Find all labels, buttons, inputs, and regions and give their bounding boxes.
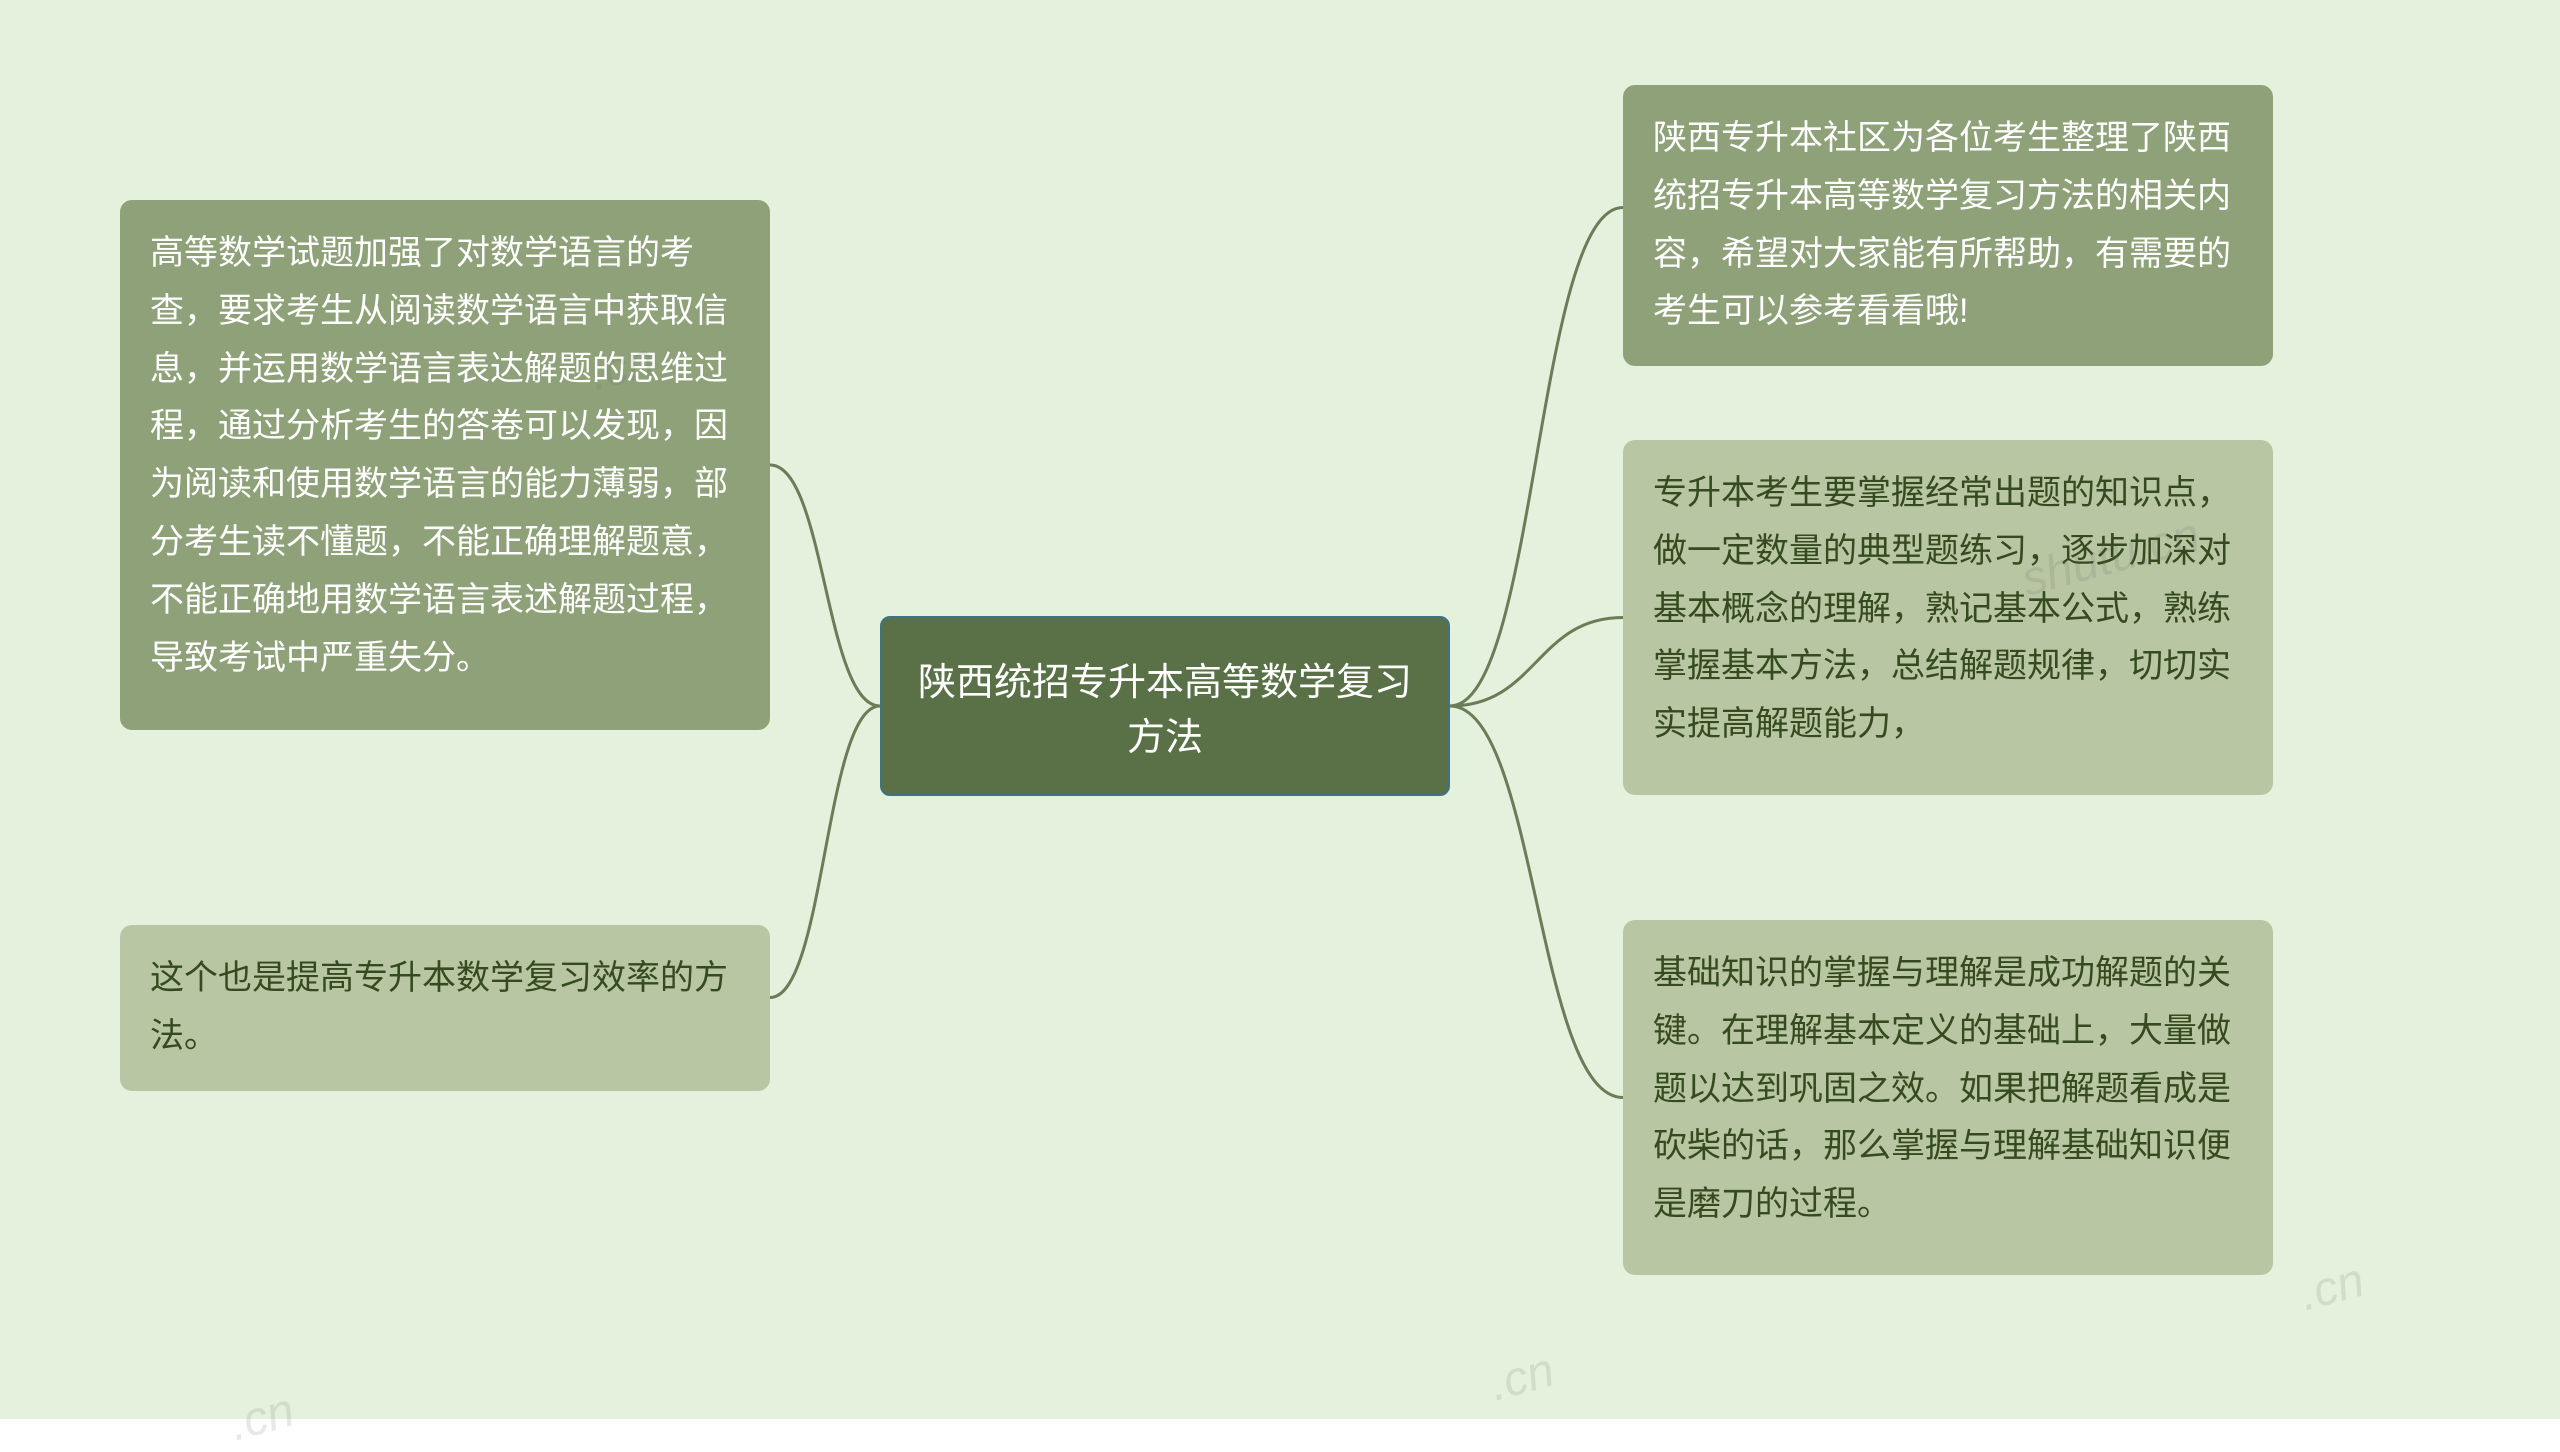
leaf-right-1[interactable]: 陕西专升本社区为各位考生整理了陕西统招专升本高等数学复习方法的相关内容，希望对大… [1623,85,2273,366]
leaf-left-bottom-text: 这个也是提高专升本数学复习效率的方法。 [150,959,728,1055]
leaf-left-top[interactable]: 高等数学试题加强了对数学语言的考查，要求考生从阅读数学语言中获取信息，并运用数学… [120,200,770,730]
watermark: .cn [1484,1343,1560,1413]
watermark: .cn [224,1383,300,1452]
watermark: .cn [2294,1253,2370,1323]
leaf-right-3-text: 基础知识的掌握与理解是成功解题的关键。在理解基本定义的基础上，大量做题以达到巩固… [1653,954,2231,1223]
mindmap-canvas: 陕西统招专升本高等数学复习方法 高等数学试题加强了对数学语言的考查，要求考生从阅… [0,0,2560,1419]
leaf-right-3[interactable]: 基础知识的掌握与理解是成功解题的关键。在理解基本定义的基础上，大量做题以达到巩固… [1623,920,2273,1275]
leaf-right-2[interactable]: 专升本考生要掌握经常出题的知识点，做一定数量的典型题练习，逐步加深对基本概念的理… [1623,440,2273,795]
leaf-right-2-text: 专升本考生要掌握经常出题的知识点，做一定数量的典型题练习，逐步加深对基本概念的理… [1653,474,2231,743]
leaf-left-bottom[interactable]: 这个也是提高专升本数学复习效率的方法。 [120,925,770,1091]
center-node-text: 陕西统招专升本高等数学复习方法 [902,651,1428,761]
leaf-right-1-text: 陕西专升本社区为各位考生整理了陕西统招专升本高等数学复习方法的相关内容，希望对大… [1653,119,2231,330]
center-node[interactable]: 陕西统招专升本高等数学复习方法 [880,616,1450,796]
leaf-left-top-text: 高等数学试题加强了对数学语言的考查，要求考生从阅读数学语言中获取信息，并运用数学… [150,234,728,677]
